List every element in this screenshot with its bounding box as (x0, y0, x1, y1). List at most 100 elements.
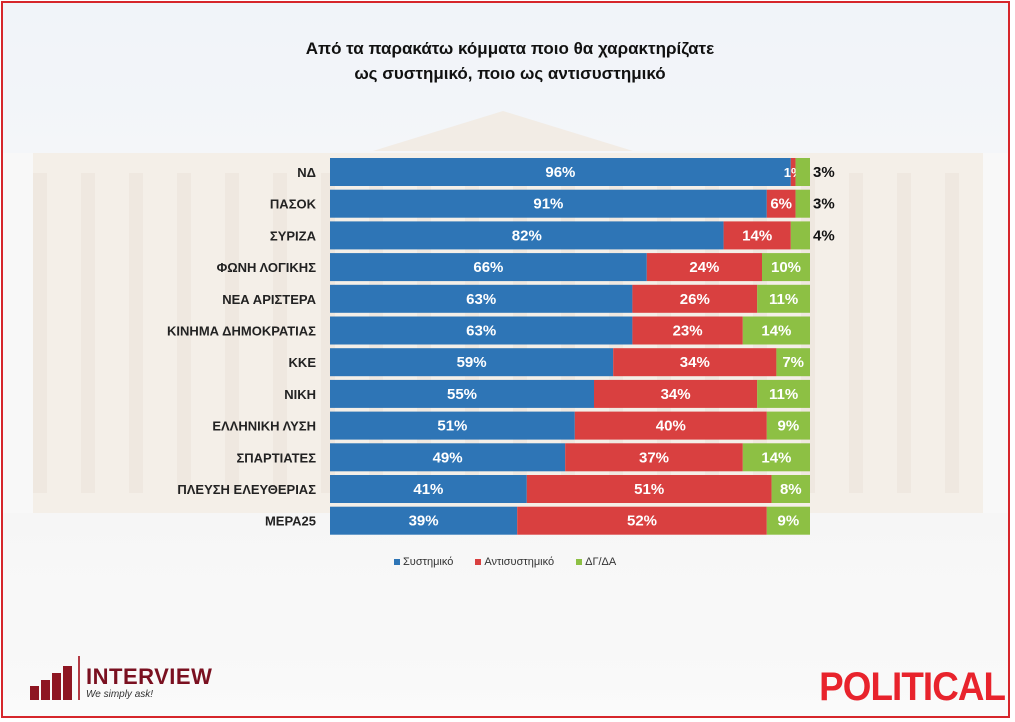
data-label-dk: 14% (761, 449, 791, 466)
legend-label-dk: ΔΓ/ΔΑ (585, 556, 617, 568)
chart-legend: Συστημικό Αντισυστημικό ΔΓ/ΔΑ (394, 556, 616, 568)
bar-segment-dk (762, 253, 810, 282)
category-label: ΝΔ (297, 165, 316, 180)
bar-segment-anti (526, 475, 772, 503)
bar-segment-dk (790, 221, 810, 250)
bar-segment-dk (795, 158, 810, 186)
bar-segment-dk (795, 189, 810, 218)
data-label-anti: 37% (639, 449, 669, 466)
bar-segment-dk (766, 411, 810, 440)
bar-segment-dk (771, 475, 810, 503)
legend-swatch-systemic (394, 559, 400, 565)
bar-row: ΣΥΡΙΖΑ 82% 14% 4% (270, 221, 835, 250)
bar-segment-anti (574, 411, 767, 440)
category-label: ΠΛΕΥΣΗ ΕΛΕΥΘΕΡΙΑΣ (177, 482, 316, 497)
category-label: ΣΠΑΡΤΙΑΤΕΣ (236, 450, 316, 465)
bar-row: ΠΑΣΟΚ 91% 6% 3% (270, 189, 835, 218)
data-label-systemic: 41% (413, 481, 443, 498)
bar-row: ΝΙΚΗ 55% 34% 11% (284, 379, 810, 408)
bar-segment-anti (594, 379, 758, 408)
legend-item-systemic: Συστημικό (394, 556, 453, 568)
bar-segment-systemic (330, 284, 633, 313)
bar-row: ΚΙΝΗΜΑ ΔΗΜΟΚΡΑΤΙΑΣ 63% 23% 14% (167, 316, 810, 345)
data-label-dk: 9% (778, 513, 800, 530)
data-label-dk: 3% (813, 164, 835, 181)
bar-segment-anti (632, 316, 743, 345)
interview-logo-name: INTERVIEW (86, 664, 213, 689)
data-label-systemic: 49% (433, 449, 463, 466)
legend-label-systemic: Συστημικό (403, 556, 454, 568)
data-label-systemic: 63% (466, 323, 496, 340)
bar-row: ΝΔ 96% 1% 3% (297, 158, 835, 186)
data-label-anti: 34% (680, 354, 710, 371)
bar-segment-systemic (330, 158, 791, 186)
data-label-systemic: 39% (409, 513, 439, 530)
bar-segment-systemic (330, 316, 633, 345)
category-label: ΦΩΝΗ ΛΟΓΙΚΗΣ (217, 260, 317, 275)
bar-segment-systemic (330, 379, 594, 408)
legend-swatch-anti (475, 559, 482, 565)
bar-segment-systemic (330, 189, 767, 218)
legend-item-anti: Αντισυστημικό (475, 556, 554, 568)
data-label-anti: 40% (656, 418, 686, 435)
data-label-anti: 14% (742, 227, 772, 244)
bar-segment-anti (632, 284, 758, 313)
bar-segment-dk (757, 284, 810, 313)
category-label: ΕΛΛΗΝΙΚΗ ΛΥΣΗ (212, 419, 316, 434)
bar-segment-anti (517, 506, 767, 535)
data-label-dk: 8% (780, 481, 802, 498)
bar-segment-systemic (330, 348, 614, 377)
data-label-anti: 52% (627, 513, 657, 530)
data-label-dk: 7% (782, 354, 804, 371)
bar-row: ΕΛΛΗΝΙΚΗ ΛΥΣΗ 51% 40% 9% (212, 411, 810, 440)
bar-segment-anti (613, 348, 777, 377)
data-label-systemic: 91% (533, 196, 563, 213)
data-label-dk: 11% (769, 291, 798, 308)
data-label-dk: 11% (769, 386, 798, 403)
bar-segment-dk (766, 506, 810, 535)
bar-segment-systemic (330, 253, 647, 282)
data-label-dk: 3% (813, 196, 835, 213)
data-label-systemic: 55% (447, 386, 477, 403)
category-label: ΚΙΝΗΜΑ ΔΗΜΟΚΡΑΤΙΑΣ (167, 324, 316, 339)
data-label-dk: 10% (771, 259, 801, 276)
data-label-systemic: 96% (545, 164, 575, 181)
category-label: ΠΑΣΟΚ (270, 197, 317, 212)
data-label-anti: 34% (661, 386, 691, 403)
bar-segment-anti (766, 189, 796, 218)
chart-title: Από τα παρακάτω κόμματα ποιο θα χαρακτηρ… (180, 36, 840, 86)
bar-row: ΦΩΝΗ ΛΟΓΙΚΗΣ 66% 24% 10% (217, 253, 810, 282)
data-label-dk: 4% (813, 227, 835, 244)
bar-row: ΚΚΕ 59% 34% 7% (289, 348, 810, 377)
data-label-systemic: 66% (473, 259, 503, 276)
data-label-systemic: 82% (512, 227, 542, 244)
category-label: ΝΙΚΗ (284, 387, 316, 402)
data-label-systemic: 63% (466, 291, 496, 308)
bar-row: ΝΕΑ ΑΡΙΣΤΕΡΑ 63% 26% 11% (222, 284, 810, 313)
bar-segment-dk (776, 348, 810, 377)
bar-segment-systemic (330, 411, 575, 440)
bar-row: ΜΕΡΑ25 39% 52% 9% (265, 506, 810, 535)
category-label: ΜΕΡΑ25 (265, 514, 316, 529)
interview-logo: INTERVIEW We simply ask! (30, 656, 212, 700)
chart-title-line-1: Από τα παρακάτω κόμματα ποιο θα χαρακτηρ… (305, 39, 715, 58)
data-label-anti: 23% (673, 323, 703, 340)
data-label-anti: 6% (770, 196, 792, 213)
interview-bars-icon (30, 666, 72, 700)
category-label: ΝΕΑ ΑΡΙΣΤΕΡΑ (222, 292, 316, 307)
data-label-systemic: 51% (437, 418, 467, 435)
data-label-anti: 26% (680, 291, 710, 308)
bar-segment-systemic (330, 506, 518, 535)
bar-row: ΠΛΕΥΣΗ ΕΛΕΥΘΕΡΙΑΣ 41% 51% 8% (177, 475, 810, 503)
data-label-systemic: 59% (457, 354, 487, 371)
bar-segment-anti (646, 253, 762, 282)
bar-segment-anti (723, 221, 791, 250)
political-logo: POLITICAL (819, 665, 1006, 709)
bar-segment-systemic (330, 475, 527, 503)
data-label-anti: 51% (634, 481, 664, 498)
bar-row: ΣΠΑΡΤΙΑΤΕΣ 49% 37% 14% (236, 443, 810, 472)
chart-title-line-2: ως συστημικό, ποιο ως αντισυστημικό (354, 64, 666, 83)
interview-logo-tagline: We simply ask! (86, 689, 154, 700)
